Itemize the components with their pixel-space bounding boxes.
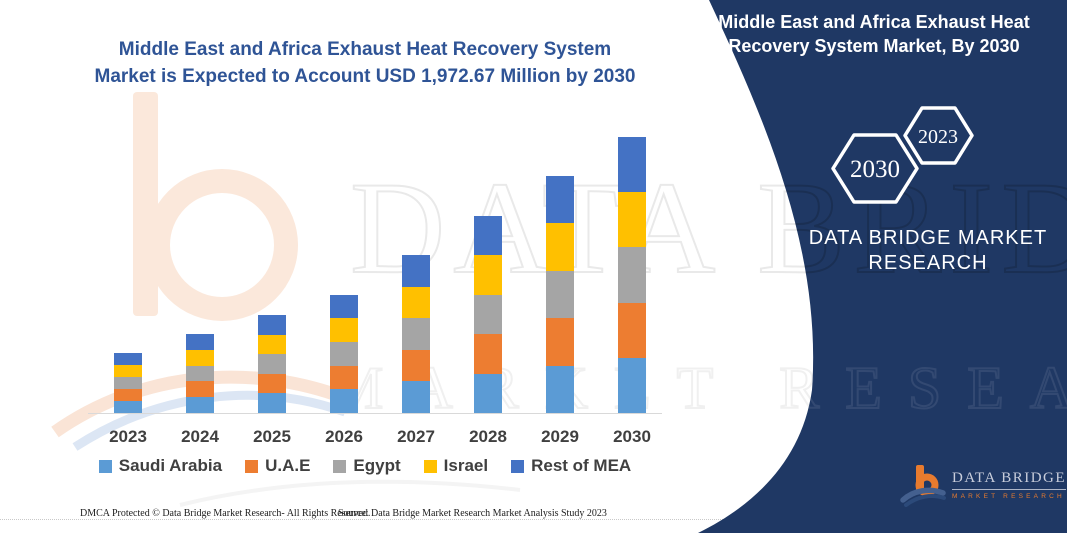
x-axis-label-2027: 2027 [397,427,435,446]
legend-item-u-a-e: U.A.E [245,456,310,476]
x-axis-label-2028: 2028 [469,427,507,446]
x-axis-label-2024: 2024 [181,427,219,446]
x-axis-label-2026: 2026 [325,427,363,446]
footer-divider [0,519,1067,520]
bar-segment-israel-2030 [618,192,646,248]
bar-segment-u-a-e-2028 [474,334,502,374]
panel-title: Middle East and Africa Exhaust Heat Reco… [718,12,1030,56]
chart-legend: Saudi Arabia U.A.E Egypt Israel Rest of MEA [60,456,670,476]
bar-segment-egypt-2030 [618,247,646,303]
bar-segment-rest-of-mea-2023 [114,352,142,365]
bar-segment-rest-of-mea-2030 [618,137,646,193]
bar-segment-egypt-2023 [114,376,142,389]
legend-item-israel: Israel [423,456,489,476]
legend-swatch [333,459,347,473]
x-axis-line [88,413,662,414]
bar-segment-egypt-2029 [546,270,574,319]
bar-segment-saudi-arabia-2030 [618,357,646,413]
bar-segment-u-a-e-2023 [114,388,142,401]
legend-swatch [511,459,525,473]
bar-segment-u-a-e-2026 [330,365,358,390]
bar-segment-egypt-2028 [474,294,502,335]
bar-segment-rest-of-mea-2024 [186,333,214,350]
bar-segment-egypt-2025 [258,354,286,374]
bar-segment-israel-2026 [330,318,358,343]
bar-segment-saudi-arabia-2027 [402,381,430,413]
logo-subtitle: MARKET RESEARCH [952,493,1065,500]
bar-segment-u-a-e-2030 [618,302,646,358]
footer-source: Source: Data Bridge Market Research Mark… [338,508,607,519]
bar-segment-u-a-e-2024 [186,381,214,398]
bar-segment-u-a-e-2025 [258,373,286,394]
legend-swatch [423,459,437,473]
legend-item-saudi-arabia: Saudi Arabia [98,456,223,476]
bar-segment-rest-of-mea-2027 [402,254,430,287]
bar-segment-israel-2028 [474,255,502,295]
legend-swatch [245,459,259,473]
bar-segment-u-a-e-2029 [546,318,574,366]
bar-segment-rest-of-mea-2028 [474,215,502,256]
bar-segment-saudi-arabia-2029 [546,365,574,413]
legend-item-rest-of-mea: Rest of MEA [511,456,631,476]
dbmr-logo: DATA BRIDGE MARKET RESEARCH [900,460,1067,512]
logo-name: DATA BRIDGE [952,470,1067,490]
bar-segment-rest-of-mea-2029 [546,175,574,224]
legend-item-egypt: Egypt [333,456,401,476]
dbmr-logo-icon [900,465,946,507]
bar-segment-saudi-arabia-2028 [474,373,502,413]
bar-segment-rest-of-mea-2026 [330,294,358,319]
x-axis-label-2029: 2029 [541,427,579,446]
legend-label: Rest of MEA [531,456,632,475]
x-axis-label-2023: 2023 [109,427,147,446]
x-axis-label-2025: 2025 [253,427,291,446]
bar-segment-egypt-2024 [186,365,214,382]
bar-segment-israel-2029 [546,223,574,271]
bar-segment-egypt-2027 [402,318,430,350]
bar-segment-israel-2027 [402,286,430,319]
brand-name-text: DATA BRIDGE MARKET RESEARCH [808,227,1048,274]
legend-label: Egypt [353,456,401,475]
legend-label: Israel [443,456,489,475]
chart-headline: Middle East and Africa Exhaust Heat Reco… [94,39,636,87]
legend-swatch [98,459,112,473]
bar-segment-saudi-arabia-2025 [258,393,286,413]
bar-segment-u-a-e-2027 [402,349,430,382]
bar-segment-saudi-arabia-2026 [330,389,358,413]
bar-segment-rest-of-mea-2025 [258,315,286,335]
legend-label: Saudi Arabia [118,456,223,475]
bar-segment-israel-2023 [114,364,142,377]
bar-segment-egypt-2026 [330,342,358,366]
legend-label: U.A.E [265,456,311,475]
bar-segment-israel-2024 [186,349,214,366]
bar-segment-saudi-arabia-2023 [114,400,142,413]
footer-copyright: DMCA Protected © Data Bridge Market Rese… [80,508,371,519]
bar-segment-saudi-arabia-2024 [186,397,214,413]
x-axis-label-2030: 2030 [613,427,651,446]
bar-segment-israel-2025 [258,334,286,355]
